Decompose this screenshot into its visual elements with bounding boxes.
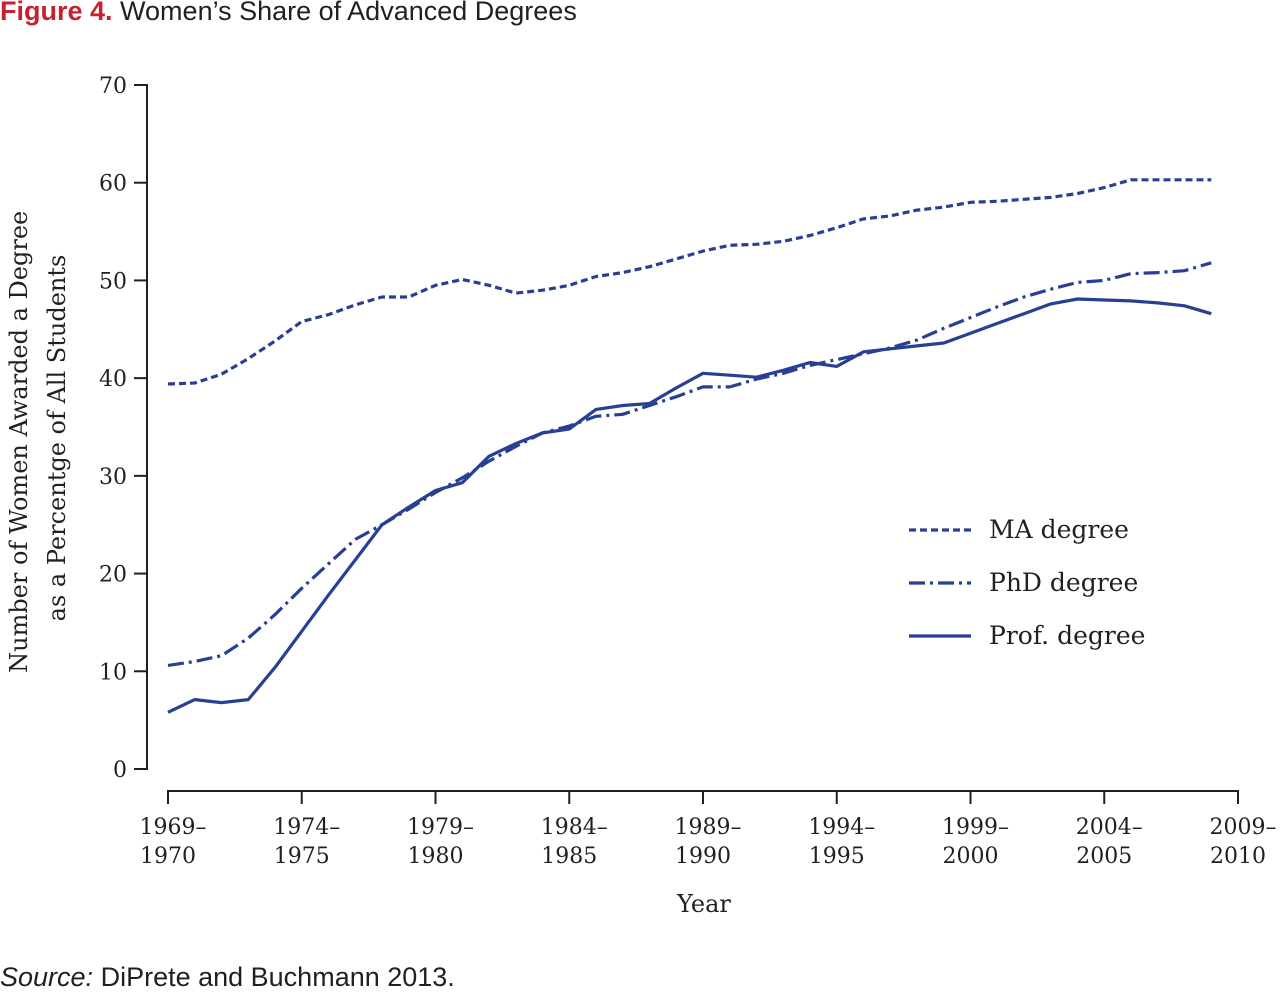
series-line-phd-degree — [167, 261, 1212, 667]
x-tick-label: 1974– 1975 — [273, 815, 340, 869]
x-tick-label: 1984– 1985 — [541, 815, 608, 869]
x-tick-labels: 1969– 1970 1974– 1975 1979– 1980 1984– 1985 1989… — [140, 815, 1277, 869]
y-tick-label: 0 — [113, 758, 127, 783]
y-axis-label-line-2: as a Percentge of All Students — [43, 255, 71, 622]
legend-label-prof-degree: Prof. degree — [989, 621, 1145, 650]
y-tick-label: 60 — [99, 172, 127, 197]
source-note: Source: DiPrete and Buchmann 2013. — [0, 962, 455, 993]
series-line-prof-degree — [167, 297, 1212, 714]
y-axis-label-line-1: Number of Women Awarded a Degree — [5, 211, 33, 673]
y-tick-label: 50 — [99, 269, 127, 294]
x-tick-label: 1999– 2000 — [942, 815, 1009, 869]
figure-title-text: Women’s Share of Advanced Degrees — [120, 0, 577, 26]
y-tick-label: 70 — [99, 74, 127, 99]
series-line-ma-degree — [167, 178, 1212, 386]
chart-axes — [134, 84, 1239, 804]
x-tick-label: 1989– 1990 — [675, 815, 742, 869]
x-tick-label: 1979– 1980 — [407, 815, 474, 869]
x-tick-label: 2004– 2005 — [1076, 815, 1143, 869]
x-tick-label: 1969– 1970 — [140, 815, 207, 869]
y-tick-label: 10 — [99, 660, 127, 685]
y-tick-labels: 0 10 20 30 40 50 60 70 — [99, 74, 127, 783]
source-label: Source: — [0, 962, 94, 992]
x-axis-label: Year — [676, 890, 731, 918]
figure-label: Figure 4. — [0, 0, 113, 26]
source-text: DiPrete and Buchmann 2013. — [100, 962, 455, 992]
series-lines — [167, 178, 1212, 714]
x-tick-label: 1994– 1995 — [808, 815, 875, 869]
y-tick-label: 20 — [99, 563, 127, 588]
figure-title: Figure 4. Women’s Share of Advanced Degr… — [0, 0, 577, 27]
legend-label-phd-degree: PhD degree — [989, 568, 1138, 597]
legend-label-ma-degree: MA degree — [989, 515, 1129, 544]
y-tick-label: 40 — [99, 367, 127, 392]
y-axis-label: Number of Women Awarded a Degree as a Pe… — [5, 203, 71, 673]
y-tick-label: 30 — [99, 465, 127, 490]
x-tick-label: 2009– 2010 — [1210, 815, 1277, 869]
chart-legend: MA degree PhD degree Prof. degree — [909, 515, 1145, 650]
